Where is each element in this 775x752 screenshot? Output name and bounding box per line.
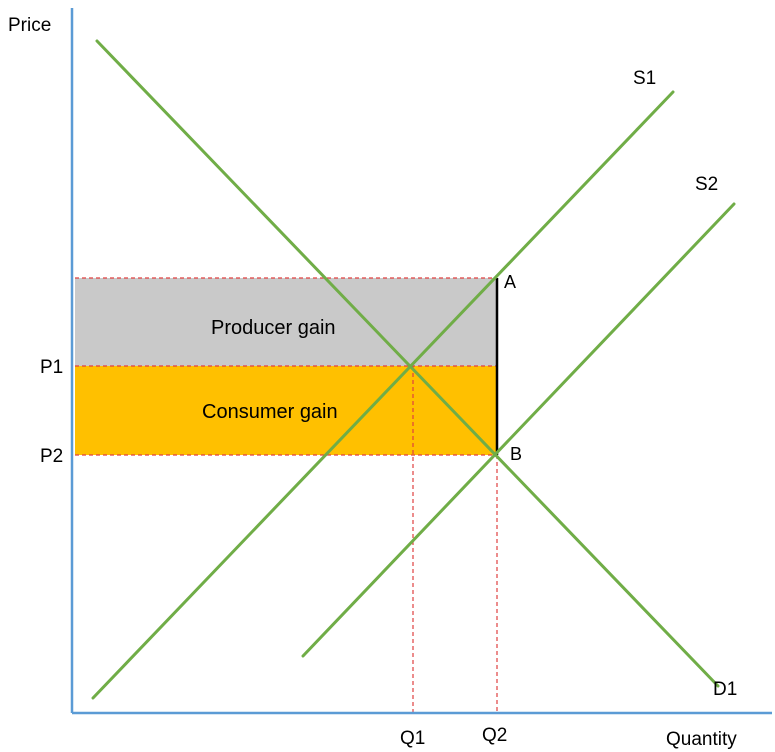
curve-label-s2: S2 — [695, 174, 718, 195]
demand-curve-d1 — [95, 39, 720, 688]
price-label-p1: P1 — [40, 357, 63, 378]
supply-curve-s1 — [91, 90, 675, 700]
curve-label-s1: S1 — [633, 68, 656, 89]
quantity-label-q1: Q1 — [400, 728, 425, 749]
y-axis-label: Price — [8, 15, 51, 36]
point-label-a: A — [504, 272, 516, 292]
guide-lines — [75, 277, 498, 712]
supply-curve-s2 — [301, 202, 736, 658]
curve-label-d1: D1 — [713, 679, 737, 700]
consumer-gain-label: Consumer gain — [202, 401, 338, 423]
quantity-label-q2: Q2 — [482, 725, 507, 746]
point-label-b: B — [510, 444, 522, 464]
curves — [91, 39, 736, 700]
axes — [70, 8, 772, 715]
consumer-gain-area — [75, 366, 497, 455]
x-axis-label: Quantity — [666, 729, 737, 750]
producer-gain-label: Producer gain — [211, 317, 336, 339]
price-label-p2: P2 — [40, 446, 63, 467]
